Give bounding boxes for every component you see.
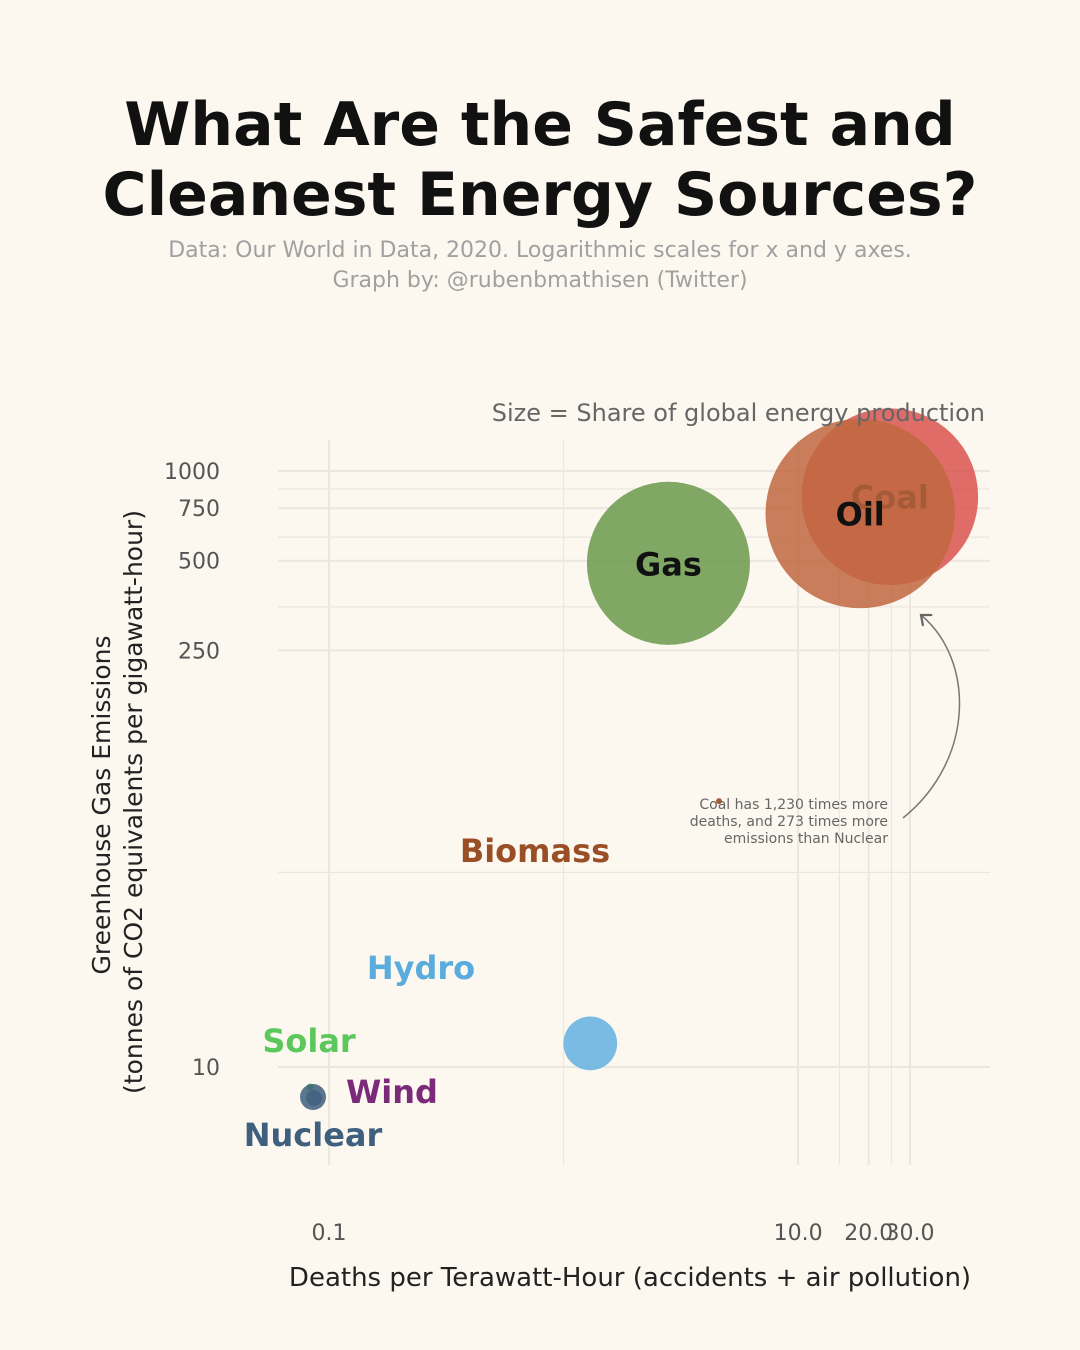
x-tick-label: 30.0: [886, 1221, 935, 1246]
y-tick-label: 250: [178, 639, 220, 664]
axis-ticks: 0.1 10.0 20.030.0 10 250 500 750 1000: [164, 460, 934, 1246]
point-nuclear: [300, 1084, 326, 1110]
chart-title-line-1: What Are the Safest and: [124, 90, 956, 160]
point-label-nuclear: Nuclear: [244, 1116, 383, 1154]
annotation-text: deaths, and 273 times more: [690, 814, 888, 830]
point-biomass: [715, 798, 722, 805]
axis-labels: Size = Share of global energy production…: [87, 399, 985, 1293]
chart-title-line-2: Cleanest Energy Sources?: [102, 160, 978, 230]
point-label-hydro: Hydro: [367, 949, 475, 987]
y-axis-label-line-1: Greenhouse Gas Emissions: [87, 636, 116, 975]
annotation-arrow: [902, 615, 961, 819]
x-axis-label: Deaths per Terawatt-Hour (accidents + ai…: [289, 1263, 971, 1293]
point-label-biomass: Biomass: [460, 832, 610, 870]
point-hydro: [563, 1016, 618, 1071]
annotation-text: Coal has 1,230 times more: [699, 797, 888, 813]
y-tick-label: 750: [178, 497, 220, 522]
point-label-oil: Oil: [836, 496, 885, 534]
chart-subtitle-line-2: Graph by: @rubenbmathisen (Twitter): [332, 268, 748, 293]
x-tick-label: 0.1: [312, 1221, 347, 1246]
y-tick-label: 10: [192, 1056, 220, 1081]
y-tick-label: 500: [178, 550, 220, 575]
size-note: Size = Share of global energy production: [492, 399, 985, 427]
data-points: CoalOilGasBiomassHydroSolarWindNuclear: [244, 408, 979, 1154]
point-label-gas: Gas: [635, 545, 702, 583]
y-tick-label: 1000: [164, 460, 220, 485]
point-label-solar: Solar: [262, 1022, 356, 1060]
annotation-text: emissions than Nuclear: [724, 831, 888, 847]
point-oil: [765, 418, 955, 609]
point-gas: [586, 481, 750, 645]
x-tick-label: 10.0: [774, 1221, 823, 1246]
chart-subtitle-line-1: Data: Our World in Data, 2020. Logarithm…: [168, 238, 912, 263]
x-tick-label: 20.0: [844, 1221, 893, 1246]
point-label-wind: Wind: [346, 1073, 438, 1111]
y-axis-label-line-2: (tonnes of CO2 equivalents per gigawatt-…: [119, 510, 148, 1094]
